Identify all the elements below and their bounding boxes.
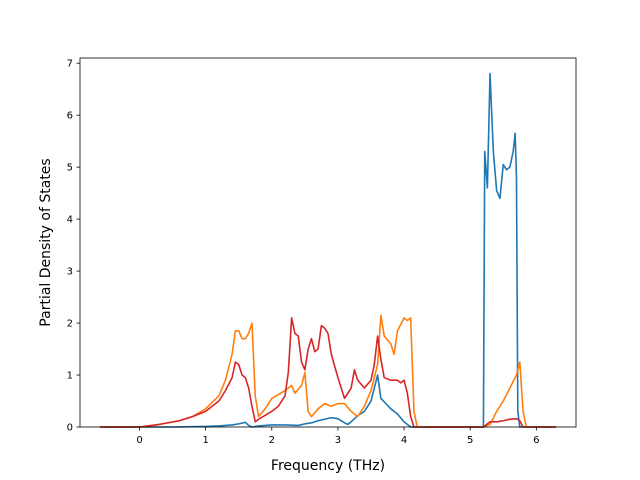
x-tick-label: 0 [136,435,142,446]
x-tick-label: 3 [335,435,341,446]
plot-lines [99,72,557,428]
y-tick-label: 0 [67,423,73,434]
x-tick-label: 4 [401,435,407,446]
x-tick-label: 1 [202,435,208,446]
y-tick-label: 4 [67,215,73,226]
y-tick-label: 6 [67,111,73,122]
y-tick-label: 7 [67,59,73,70]
x-tick-label: 2 [269,435,275,446]
series-line-3 [99,317,557,428]
y-axis-label: Partial Density of States [38,158,54,326]
plot-frame [79,57,577,428]
x-axis-ticks: 0 1 2 3 4 5 6 [136,427,540,446]
x-axis-label: Frequency (THz) [271,458,385,474]
y-tick-label: 2 [67,319,73,330]
y-axis-ticks: 0 1 2 3 4 5 6 7 [67,59,80,434]
x-tick-label: 6 [533,435,539,446]
series-line-1 [99,72,557,428]
y-tick-label: 5 [67,163,73,174]
y-tick-label: 1 [67,371,73,382]
y-tick-label: 3 [67,267,73,278]
x-tick-label: 5 [467,435,473,446]
